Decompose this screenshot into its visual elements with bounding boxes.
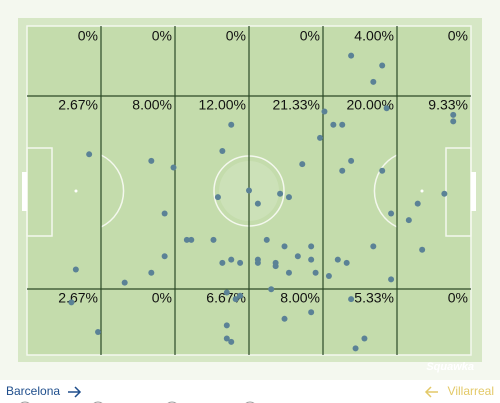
event-dot: [383, 105, 390, 112]
zone-percentage: 4.00%: [354, 28, 394, 44]
penalty-spot: [74, 189, 78, 193]
event-dot: [325, 273, 332, 280]
event-dot: [95, 328, 102, 335]
event-dot: [219, 259, 226, 266]
event-dot: [388, 210, 395, 217]
goal: [22, 172, 27, 211]
event-dot: [294, 253, 301, 260]
event-dot: [419, 246, 426, 253]
penalty-spot: [420, 189, 424, 193]
event-dot: [348, 296, 355, 303]
event-dot: [285, 269, 292, 276]
zone-percentage: 9.33%: [428, 97, 468, 113]
event-dot: [450, 118, 457, 125]
event-dot: [170, 164, 177, 171]
event-dot: [148, 157, 155, 164]
event-dot: [321, 108, 328, 115]
event-dot: [86, 151, 93, 158]
event-dot: [219, 148, 226, 155]
event-dot: [223, 335, 230, 342]
event-dot: [228, 256, 235, 263]
dots: [68, 52, 457, 352]
event-dot: [379, 62, 386, 69]
zone-percentage: 21.33%: [273, 97, 320, 113]
event-dot: [348, 52, 355, 59]
event-dot: [272, 263, 279, 270]
event-dot: [414, 200, 421, 207]
event-dot: [121, 279, 128, 286]
zone-percentage: 0%: [226, 28, 246, 44]
away-arrow: [424, 386, 438, 398]
event-dot: [370, 243, 377, 250]
zone-percentage: 5.33%: [354, 290, 394, 306]
event-dot: [441, 190, 448, 197]
zone-percentage: 8.00%: [280, 290, 320, 306]
event-dot: [317, 134, 324, 141]
event-dot: [285, 194, 292, 201]
event-dot: [343, 259, 350, 266]
zone-lines: [27, 26, 471, 355]
event-dot: [308, 309, 315, 316]
event-dot: [277, 190, 284, 197]
event-dot: [370, 78, 377, 85]
zone-percentage: 0%: [448, 290, 468, 306]
zone-percentage: 0%: [152, 290, 172, 306]
zone-percentage: 20.00%: [347, 97, 394, 113]
zone-percentage: 0%: [78, 28, 98, 44]
event-dot: [148, 269, 155, 276]
away-team: Villarreal: [448, 384, 494, 398]
event-dot: [254, 200, 261, 207]
event-dot: [388, 276, 395, 283]
zone-percentage: 2.67%: [58, 97, 98, 113]
event-dot: [188, 236, 195, 243]
zone-percentage: 0%: [152, 28, 172, 44]
event-dot: [308, 256, 315, 263]
event-dot: [228, 121, 235, 128]
event-dot: [161, 253, 168, 260]
event-dot: [361, 335, 368, 342]
event-dot: [237, 259, 244, 266]
event-dot: [237, 292, 244, 299]
event-dot: [450, 111, 457, 118]
event-dot: [268, 286, 275, 293]
pager: [20, 401, 255, 403]
event-dot: [161, 210, 168, 217]
event-dot: [228, 338, 235, 345]
zone-percentage: 0%: [300, 28, 320, 44]
event-dot: [223, 322, 230, 329]
event-dot: [330, 121, 337, 128]
event-dot: [339, 121, 346, 128]
event-dot: [352, 345, 359, 352]
event-dot: [312, 269, 319, 276]
event-dot: [348, 157, 355, 164]
event-dot: [246, 187, 252, 194]
event-dot: [223, 289, 230, 296]
zone-labels: 0% 0% 0% 0% 4.00% 0% 2.67% 8.00% 12.00% 21.33% 20.…: [58, 28, 468, 306]
watermark: Squawka: [426, 361, 474, 373]
event-dot: [214, 194, 221, 201]
event-dot: [299, 161, 306, 168]
event-dot: [339, 167, 346, 174]
zone-percentage: 8.00%: [132, 97, 172, 113]
event-dot: [281, 243, 288, 250]
event-dot: [232, 296, 239, 303]
event-dot: [68, 299, 75, 306]
event-dot: [308, 243, 315, 250]
event-dot: [281, 315, 288, 322]
event-dot: [405, 217, 412, 224]
home-team: Barcelona: [6, 384, 60, 398]
home-arrow: [68, 386, 82, 398]
event-dot: [183, 236, 190, 243]
event-dot: [72, 266, 79, 273]
zone-percentage: 12.00%: [199, 97, 246, 113]
event-dot: [379, 167, 386, 174]
goal: [471, 172, 476, 211]
event-dot: [210, 236, 217, 243]
event-dot: [334, 256, 341, 263]
event-dot: [263, 236, 270, 243]
zone-percentage: 0%: [448, 28, 468, 44]
zone-percentage: 2.67%: [58, 290, 98, 306]
event-dot: [254, 259, 261, 266]
